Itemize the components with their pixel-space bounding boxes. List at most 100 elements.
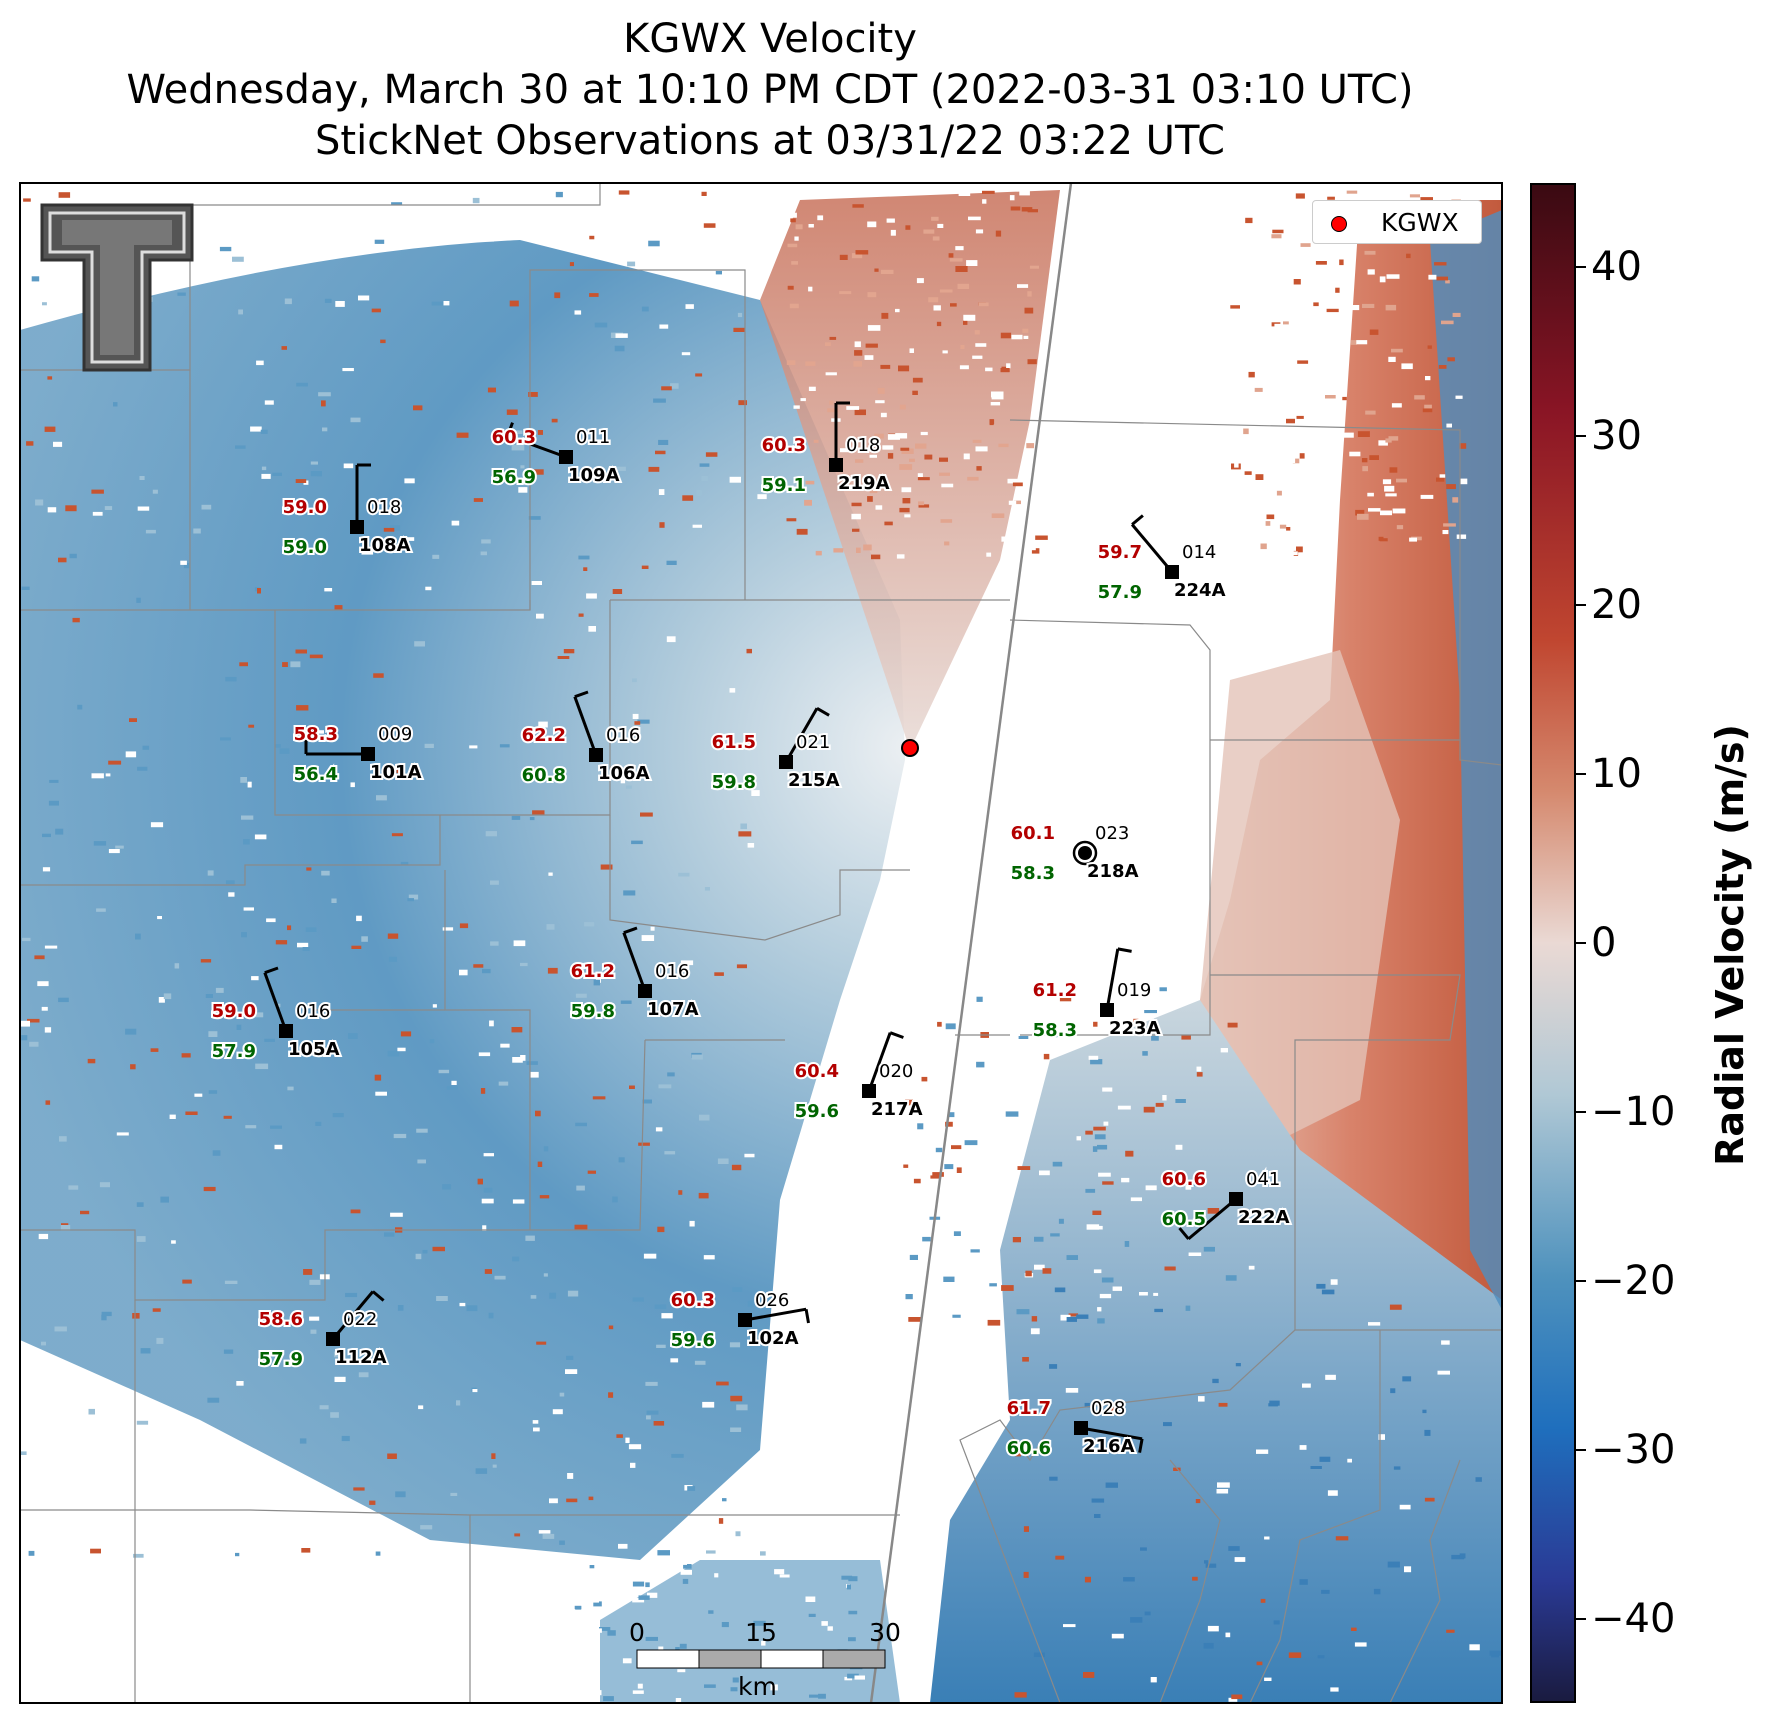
radar-gate bbox=[301, 1548, 311, 1553]
radar-gate bbox=[494, 1275, 506, 1280]
radar-gate bbox=[1016, 1309, 1030, 1315]
radar-gate bbox=[1196, 1072, 1203, 1077]
radar-gate bbox=[1409, 537, 1417, 542]
radar-gate bbox=[692, 524, 702, 528]
radar-gate bbox=[481, 539, 491, 544]
radar-gate bbox=[855, 250, 869, 255]
radar-gate bbox=[1475, 1477, 1482, 1482]
radar-gate bbox=[841, 1575, 853, 1580]
radar-gate bbox=[895, 308, 900, 313]
radar-gate bbox=[1151, 1035, 1159, 1041]
radar-gate bbox=[384, 1232, 395, 1237]
radar-gate bbox=[1382, 479, 1392, 485]
radar-gate bbox=[963, 453, 970, 460]
radar-gate bbox=[492, 1464, 497, 1468]
radar-gate bbox=[499, 744, 510, 748]
radar-gate bbox=[912, 390, 918, 395]
radar-gate bbox=[575, 1606, 582, 1610]
outbound-region-east-inner bbox=[1200, 650, 1400, 1160]
radar-gate bbox=[795, 224, 803, 230]
radar-gate bbox=[512, 1057, 523, 1063]
radar-gate bbox=[543, 1273, 548, 1277]
inbound-region-west bbox=[20, 240, 905, 1560]
wind-barb-shaft bbox=[622, 932, 647, 992]
radar-gate bbox=[37, 981, 49, 987]
radar-gate bbox=[1204, 1560, 1209, 1564]
radar-gate bbox=[932, 236, 940, 241]
radar-gate bbox=[751, 790, 760, 796]
radar-gate bbox=[1436, 477, 1445, 482]
radar-gate bbox=[264, 400, 274, 405]
radar-gate bbox=[1422, 1409, 1427, 1414]
radar-gate bbox=[54, 1326, 67, 1332]
radar-gate bbox=[220, 737, 231, 741]
radar-gate bbox=[944, 1164, 954, 1170]
radar-gate bbox=[1216, 1489, 1229, 1494]
radar-gate bbox=[645, 1582, 650, 1588]
radar-gate bbox=[241, 932, 247, 938]
radar-gate bbox=[760, 1551, 766, 1556]
radar-gate bbox=[854, 341, 861, 348]
radar-gate bbox=[1326, 308, 1339, 313]
radar-gate bbox=[1272, 229, 1284, 234]
radar-gate bbox=[332, 1113, 344, 1118]
station-dewpoint: 59.1 bbox=[762, 475, 806, 496]
radar-gate bbox=[1129, 985, 1143, 991]
radar-gate bbox=[1260, 377, 1267, 381]
radar-gate bbox=[235, 445, 246, 449]
radar-gate bbox=[708, 1610, 714, 1614]
radar-gate bbox=[484, 1269, 492, 1274]
radar-gate bbox=[991, 394, 1004, 400]
radar-gate bbox=[782, 442, 788, 447]
radar-gate bbox=[905, 225, 911, 230]
radar-gate bbox=[551, 418, 558, 423]
radar-gate bbox=[272, 472, 282, 476]
radar-gate bbox=[1288, 1652, 1302, 1658]
radar-gate bbox=[483, 1187, 493, 1193]
radar-gate bbox=[656, 1344, 666, 1348]
radar-gate bbox=[133, 1553, 144, 1558]
state-line bbox=[869, 183, 1073, 1703]
radar-gate bbox=[489, 1020, 494, 1027]
radar-gate bbox=[91, 489, 104, 494]
radar-gate bbox=[1225, 1275, 1237, 1281]
radar-gate bbox=[632, 1690, 644, 1694]
radar-gate bbox=[1385, 304, 1397, 311]
radar-gate bbox=[1033, 1652, 1045, 1658]
radar-gate bbox=[1357, 431, 1370, 437]
radar-gate bbox=[689, 1220, 695, 1227]
radar-gate bbox=[200, 959, 212, 963]
radar-gate bbox=[905, 1294, 913, 1300]
colorbar-tick bbox=[1576, 1448, 1586, 1451]
radar-gate bbox=[480, 1088, 486, 1094]
radar-gate bbox=[295, 649, 307, 654]
radar-gate bbox=[44, 1027, 52, 1033]
radar-gate bbox=[1231, 1694, 1243, 1700]
radar-gate bbox=[937, 223, 944, 228]
radar-gate bbox=[615, 333, 628, 338]
radar-gate bbox=[530, 1295, 537, 1299]
radar-gate bbox=[1340, 393, 1345, 398]
radar-gate bbox=[240, 777, 247, 783]
radar-gate bbox=[729, 1342, 741, 1348]
radar-gate bbox=[47, 507, 57, 513]
radar-gate bbox=[72, 617, 80, 623]
radar-gate bbox=[1225, 1632, 1231, 1638]
station-217A: 60.4 020 59.6 217A bbox=[793, 1031, 925, 1124]
radar-gate bbox=[308, 206, 316, 212]
radar-gate bbox=[45, 1100, 51, 1105]
station-id: 219A bbox=[838, 473, 890, 494]
radar-gate bbox=[182, 1279, 192, 1284]
radar-gate bbox=[939, 289, 953, 293]
radar-gate bbox=[529, 817, 535, 821]
radar-gate bbox=[532, 469, 544, 475]
radar-gate bbox=[1420, 197, 1433, 202]
radar-gate bbox=[157, 916, 162, 920]
radar-gate bbox=[251, 976, 259, 981]
map-legend: KGWX bbox=[1312, 200, 1482, 244]
radar-gate bbox=[1489, 1650, 1501, 1656]
radar-gate bbox=[623, 890, 636, 896]
radar-gate bbox=[1334, 449, 1340, 456]
radar-gate bbox=[1356, 340, 1368, 345]
radar-gate bbox=[1389, 1304, 1402, 1310]
